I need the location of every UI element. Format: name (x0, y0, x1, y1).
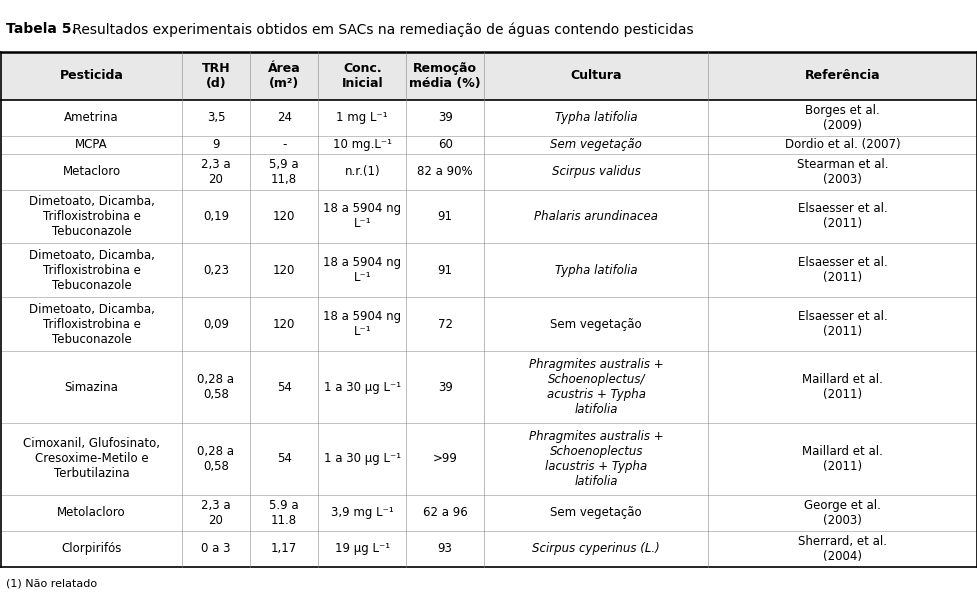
Text: Resultados experimentais obtidos em SACs na remediação de águas contendo pestici: Resultados experimentais obtidos em SACs… (67, 22, 693, 37)
Text: 5.9 a
11.8: 5.9 a 11.8 (269, 499, 299, 527)
Text: Elsaesser et al.
(2011): Elsaesser et al. (2011) (797, 256, 886, 285)
Text: TRH
(d): TRH (d) (201, 62, 230, 90)
Text: 0,23: 0,23 (203, 264, 229, 277)
Text: 10 mg.L⁻¹: 10 mg.L⁻¹ (332, 138, 392, 151)
Text: Sem vegetação: Sem vegetação (550, 506, 642, 519)
Text: Scirpus cyperinus (L.): Scirpus cyperinus (L.) (531, 542, 659, 555)
Text: 1 a 30 µg L⁻¹: 1 a 30 µg L⁻¹ (323, 452, 401, 465)
Text: Sem vegetação: Sem vegetação (550, 138, 642, 151)
Text: Referência: Referência (804, 69, 879, 83)
Text: Dimetoato, Dicamba,
Trifloxistrobina e
Tebuconazole: Dimetoato, Dicamba, Trifloxistrobina e T… (28, 195, 154, 238)
Text: Sherrard, et al.
(2004): Sherrard, et al. (2004) (797, 535, 886, 562)
Text: 82 a 90%: 82 a 90% (417, 165, 473, 178)
Text: 39: 39 (438, 111, 452, 124)
Text: Metolacloro: Metolacloro (58, 506, 126, 519)
Text: Área
(m²): Área (m²) (268, 62, 300, 90)
Text: George et al.
(2003): George et al. (2003) (803, 499, 880, 527)
Text: 2,3 a
20: 2,3 a 20 (201, 158, 231, 186)
Text: Typha latifolia: Typha latifolia (554, 264, 637, 277)
Text: Conc.
Inicial: Conc. Inicial (341, 62, 383, 90)
Text: Remoção
média (%): Remoção média (%) (409, 62, 481, 90)
Text: Maillard et al.
(2011): Maillard et al. (2011) (801, 373, 882, 401)
Text: Pesticida: Pesticida (60, 69, 123, 83)
Text: Cimoxanil, Glufosinato,
Cresoxime-Metilo e
Terbutilazina: Cimoxanil, Glufosinato, Cresoxime-Metilo… (23, 437, 160, 480)
Text: 19 µg L⁻¹: 19 µg L⁻¹ (334, 542, 390, 555)
Text: 62 a 96: 62 a 96 (422, 506, 467, 519)
Text: 72: 72 (437, 317, 452, 331)
Text: Elsaesser et al.
(2011): Elsaesser et al. (2011) (797, 310, 886, 338)
Text: Sem vegetação: Sem vegetação (550, 317, 642, 331)
Text: Typha latifolia: Typha latifolia (554, 111, 637, 124)
Text: 18 a 5904 ng
L⁻¹: 18 a 5904 ng L⁻¹ (322, 256, 401, 285)
Text: 3,5: 3,5 (206, 111, 225, 124)
Text: 0,28 a
0,58: 0,28 a 0,58 (197, 373, 234, 401)
Text: 3,9 mg L⁻¹: 3,9 mg L⁻¹ (330, 506, 393, 519)
Text: -: - (281, 138, 286, 151)
Text: 60: 60 (438, 138, 452, 151)
Text: 18 a 5904 ng
L⁻¹: 18 a 5904 ng L⁻¹ (322, 202, 401, 231)
Text: Phragmites australis +
Schoenoplectus
lacustris + Typha
latifolia: Phragmites australis + Schoenoplectus la… (529, 430, 663, 488)
Text: n.r.(1): n.r.(1) (344, 165, 380, 178)
Text: (1) Não relatado: (1) Não relatado (6, 579, 98, 589)
Text: 0,19: 0,19 (202, 210, 229, 223)
Text: Phragmites australis +
Schoenoplectus/
acustris + Typha
latifolia: Phragmites australis + Schoenoplectus/ a… (529, 358, 663, 416)
Text: 18 a 5904 ng
L⁻¹: 18 a 5904 ng L⁻¹ (322, 310, 401, 338)
Text: 120: 120 (273, 317, 295, 331)
Text: 1 a 30 µg L⁻¹: 1 a 30 µg L⁻¹ (323, 380, 401, 394)
Text: 1,17: 1,17 (271, 542, 297, 555)
Text: 24: 24 (276, 111, 291, 124)
Text: 120: 120 (273, 264, 295, 277)
Text: Borges et al.
(2009): Borges et al. (2009) (804, 104, 879, 132)
Text: MCPA: MCPA (75, 138, 107, 151)
Bar (1, 52, 976, 100)
Text: Phalaris arundinacea: Phalaris arundinacea (533, 210, 658, 223)
Text: Stearman et al.
(2003): Stearman et al. (2003) (796, 158, 887, 186)
Text: Tabela 5.: Tabela 5. (6, 22, 77, 37)
Text: Dimetoato, Dicamba,
Trifloxistrobina e
Tebuconazole: Dimetoato, Dicamba, Trifloxistrobina e T… (28, 302, 154, 346)
Text: Metacloro: Metacloro (63, 165, 120, 178)
Text: >99: >99 (432, 452, 457, 465)
Text: 0,09: 0,09 (203, 317, 229, 331)
Text: 1 mg L⁻¹: 1 mg L⁻¹ (336, 111, 388, 124)
Text: 91: 91 (437, 264, 452, 277)
Text: 39: 39 (438, 380, 452, 394)
Text: Elsaesser et al.
(2011): Elsaesser et al. (2011) (797, 202, 886, 231)
Text: Clorpirifós: Clorpirifós (62, 542, 122, 555)
Text: 54: 54 (276, 380, 291, 394)
Text: 9: 9 (212, 138, 220, 151)
Text: Maillard et al.
(2011): Maillard et al. (2011) (801, 445, 882, 473)
Text: 0,28 a
0,58: 0,28 a 0,58 (197, 445, 234, 473)
Text: 5,9 a
11,8: 5,9 a 11,8 (269, 158, 299, 186)
Text: Ametrina: Ametrina (64, 111, 119, 124)
Text: 0 a 3: 0 a 3 (201, 542, 231, 555)
Text: 54: 54 (276, 452, 291, 465)
Text: Dimetoato, Dicamba,
Trifloxistrobina e
Tebuconazole: Dimetoato, Dicamba, Trifloxistrobina e T… (28, 249, 154, 292)
Text: 93: 93 (438, 542, 452, 555)
Text: 91: 91 (437, 210, 452, 223)
Text: Simazina: Simazina (64, 380, 118, 394)
Text: Scirpus validus: Scirpus validus (551, 165, 640, 178)
Text: 2,3 a
20: 2,3 a 20 (201, 499, 231, 527)
Text: 120: 120 (273, 210, 295, 223)
Text: Dordio et al. (2007): Dordio et al. (2007) (784, 138, 900, 151)
Text: Cultura: Cultura (570, 69, 621, 83)
